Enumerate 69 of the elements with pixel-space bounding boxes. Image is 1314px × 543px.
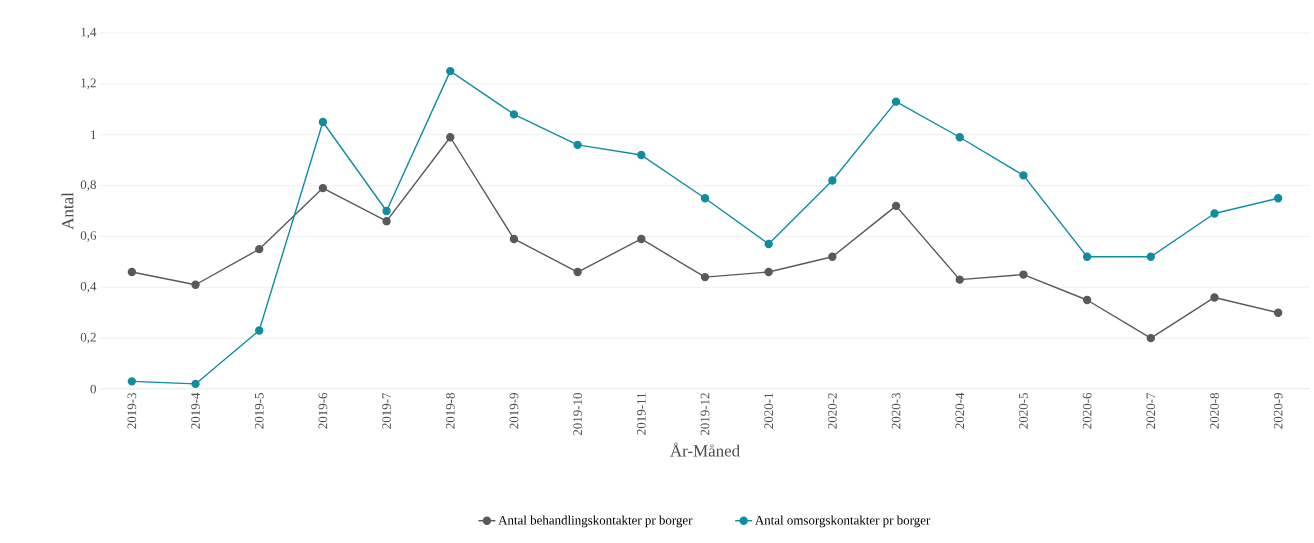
point [1210, 293, 1219, 302]
x-tick-label: 2020-7 [1146, 392, 1156, 429]
legend-label: Antal omsorgskontakter pr borger [754, 515, 931, 528]
point [446, 133, 455, 142]
x-tick-label: 2019-4 [191, 392, 200, 429]
x-tick-label: 2020-4 [955, 392, 965, 429]
y-tick-label: 0,4 [80, 281, 97, 293]
y-tick-label: 0,2 [80, 332, 96, 344]
x-tick-label: 2019-10 [573, 393, 582, 436]
x-tick-label: 2020-6 [1082, 392, 1092, 429]
y-tick-label: 1 [91, 130, 96, 139]
point [1273, 194, 1283, 203]
point [382, 206, 391, 216]
point [1146, 333, 1155, 343]
point [191, 379, 200, 389]
point [955, 275, 964, 284]
point [382, 216, 391, 226]
x-tick-label: 2019-7 [382, 392, 391, 429]
point [318, 183, 328, 193]
point [1019, 270, 1028, 279]
point [446, 66, 455, 76]
point [828, 252, 837, 261]
point [1019, 171, 1028, 180]
point [700, 272, 710, 282]
x-axis-title: År-Måned [670, 442, 740, 457]
point [764, 267, 773, 277]
point [573, 140, 582, 150]
point [255, 326, 264, 335]
x-tick-label: 2019-6 [318, 392, 328, 429]
y-tick-label: 0,6 [80, 231, 97, 242]
x-tick-label: 2020-8 [1210, 393, 1219, 429]
point [318, 117, 328, 127]
y-tick-label: 0,8 [80, 180, 96, 191]
point [255, 244, 264, 254]
point [191, 280, 200, 289]
point [637, 234, 646, 244]
point [891, 201, 901, 211]
point [1146, 252, 1155, 261]
point [127, 267, 137, 277]
point [637, 150, 646, 160]
point [573, 267, 582, 277]
point [891, 97, 901, 106]
point [127, 377, 137, 386]
y-tick-label: 1,2 [81, 78, 96, 90]
point [1082, 295, 1092, 305]
point [1210, 209, 1219, 218]
x-tick-label: 2019-5 [254, 393, 264, 429]
point [509, 234, 519, 244]
x-tick-label: 2020-2 [828, 393, 837, 429]
x-tick-label: 2019-12 [700, 393, 710, 436]
y-axis-title: Antal [61, 192, 74, 230]
point [1273, 308, 1283, 317]
x-tick-label: 2020-3 [891, 393, 901, 429]
x-tick-label: 2019-8 [445, 393, 455, 429]
point [828, 176, 837, 185]
y-tick-label: 1,4 [81, 27, 97, 39]
y-tick-label: 0 [90, 384, 96, 394]
x-tick-label: 2020-9 [1273, 393, 1283, 429]
x-tick-label: 2020-5 [1019, 393, 1028, 429]
legend-label: Antal behandlingskontakter pr borger [498, 515, 693, 528]
point [509, 110, 519, 119]
x-tick-label: 2019-11 [636, 393, 646, 435]
point [955, 133, 964, 142]
x-tick-label: 2019-9 [509, 393, 519, 429]
point [700, 194, 710, 203]
x-tick-label: 2020-1 [764, 393, 774, 429]
point [1082, 252, 1092, 261]
point [764, 239, 773, 249]
x-tick-label: 2019-3 [127, 393, 137, 429]
